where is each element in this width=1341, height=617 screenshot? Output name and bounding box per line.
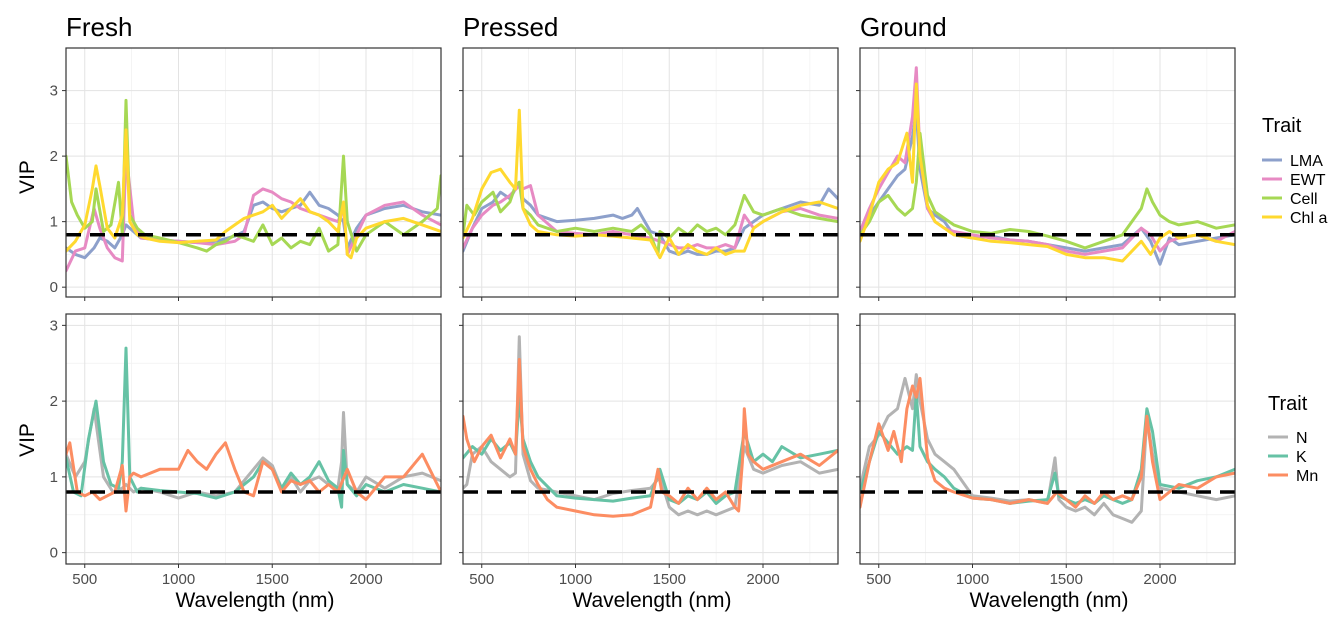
x-tick-label: 1500: [653, 571, 686, 588]
series-group: [66, 98, 441, 273]
series-group: [463, 108, 838, 260]
column-titles: Fresh Pressed Ground: [66, 12, 947, 42]
x-axis-title-pressed: Wavelength (nm): [572, 589, 731, 612]
y-tick-label: 1: [50, 469, 58, 486]
series-line-chl-a: [463, 108, 838, 260]
x-tick-label: 1500: [256, 571, 289, 588]
legend-label-k: K: [1296, 449, 1307, 466]
column-title-pressed: Pressed: [463, 12, 558, 42]
series-group: [860, 373, 1235, 524]
panel-ground-bottom: 500 1000 1500 2000: [856, 313, 1236, 588]
panel-border: [65, 47, 442, 298]
series-line-chl-a: [860, 82, 1235, 263]
series-line-cell: [860, 131, 1235, 250]
legend-title-top: Trait: [1262, 115, 1302, 137]
legend-label-chl-a: Chl a: [1290, 210, 1327, 227]
panel-fresh-bottom: 0 1 2 3 500 1000 1500 2000: [50, 313, 442, 588]
y-tick-label: 2: [50, 148, 58, 165]
panel-ground-top: [856, 47, 1236, 301]
x-tick-label: 1000: [559, 571, 592, 588]
series-line-mn: [66, 441, 441, 513]
panel-border: [859, 313, 1236, 565]
series-line-cell: [463, 180, 838, 256]
panel-border: [65, 313, 442, 565]
axis-text: VIP VIP Wavelength (nm) Wavelength (nm) …: [16, 160, 1129, 612]
panel-background: [463, 48, 838, 297]
x-tick-label: 1000: [162, 571, 195, 588]
column-title-fresh: Fresh: [66, 12, 132, 42]
y-tick-label: 3: [50, 317, 58, 334]
series-group: [66, 346, 441, 513]
series-line-ewt: [860, 66, 1235, 256]
panel-border: [462, 47, 839, 298]
legend-label-mn: Mn: [1296, 468, 1318, 485]
column-title-ground: Ground: [860, 12, 947, 42]
y-tick-label: 1: [50, 214, 58, 231]
panel-pressed-top: [459, 47, 839, 301]
panel-border: [462, 313, 839, 565]
legends: Trait Trait LMA EWT Cell Chl a NK Mn: [1262, 115, 1327, 485]
x-axis-title-fresh: Wavelength (nm): [175, 589, 334, 612]
series-group: [860, 66, 1235, 266]
y-tick-label: 2: [50, 393, 58, 410]
y-axis-title-top: VIP: [16, 160, 39, 194]
series-line-k: [66, 346, 441, 509]
series-group: [463, 335, 838, 518]
panel-fresh-top: 0 1 2 3: [50, 47, 442, 301]
legend-label-n: N: [1296, 430, 1308, 447]
legend-title-bottom: Trait: [1268, 393, 1308, 415]
y-tick-label: 0: [50, 545, 58, 562]
x-tick-label: 1000: [956, 571, 989, 588]
series-line-chl-a: [66, 128, 441, 260]
x-tick-label: 2000: [349, 571, 382, 588]
x-tick-label: 2000: [1143, 571, 1176, 588]
y-axis-title-bottom: VIP: [16, 423, 39, 457]
legend-top: LMA EWT Cell Chl a: [1262, 153, 1327, 227]
x-axis-title-ground: Wavelength (nm): [969, 589, 1128, 612]
series-line-lma: [66, 190, 441, 260]
series-line-mn: [463, 358, 838, 518]
panel-pressed-bottom: 500 1000 1500 2000: [459, 313, 839, 588]
y-tick-label: 0: [50, 279, 58, 296]
x-tick-label: 500: [72, 571, 97, 588]
legend-label-lma: LMA: [1290, 153, 1323, 170]
y-tick-label: 3: [50, 83, 58, 100]
panel-border: [859, 47, 1236, 298]
series-line-k: [860, 392, 1235, 505]
x-tick-label: 500: [866, 571, 891, 588]
series-line-mn: [860, 376, 1235, 509]
x-tick-label: 1500: [1050, 571, 1083, 588]
legend-label-cell: Cell: [1290, 191, 1318, 208]
x-tick-label: 2000: [746, 571, 779, 588]
series-line-ewt: [66, 151, 441, 273]
x-tick-label: 500: [469, 571, 494, 588]
legend-label-ewt: EWT: [1290, 172, 1326, 189]
legend-bottom: NK Mn: [1268, 430, 1318, 485]
